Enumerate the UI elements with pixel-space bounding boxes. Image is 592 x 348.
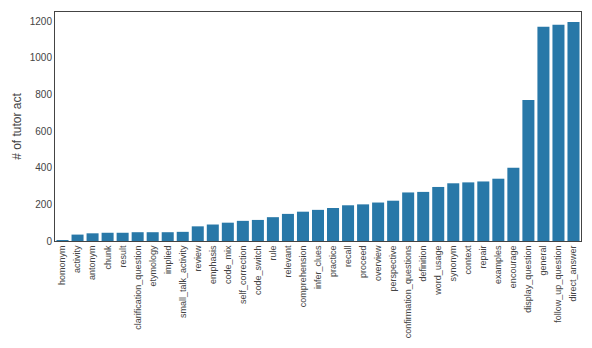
svg-text:small_talk_activity: small_talk_activity	[178, 245, 188, 318]
svg-text:examples: examples	[493, 245, 503, 284]
svg-text:etymology: etymology	[148, 245, 158, 287]
svg-text:relevant: relevant	[283, 245, 293, 278]
svg-text:# of tutor act: # of tutor act	[10, 92, 24, 159]
svg-text:code_mix: code_mix	[223, 245, 233, 284]
svg-text:word_usage: word_usage	[433, 246, 443, 296]
svg-text:200: 200	[35, 199, 52, 210]
svg-text:review: review	[193, 245, 203, 272]
svg-text:encourage: encourage	[508, 246, 518, 289]
svg-text:emphasis: emphasis	[208, 245, 218, 284]
svg-text:proceed: proceed	[358, 246, 368, 279]
svg-text:self_correction: self_correction	[238, 246, 248, 305]
svg-text:code_switch: code_switch	[253, 246, 263, 296]
svg-text:0: 0	[46, 236, 52, 247]
svg-text:definition: definition	[418, 246, 428, 282]
svg-text:comprehension: comprehension	[298, 246, 308, 308]
svg-text:antonym: antonym	[87, 246, 97, 281]
svg-text:1200: 1200	[30, 16, 53, 27]
svg-text:400: 400	[35, 162, 52, 173]
svg-text:infer_clues: infer_clues	[313, 245, 323, 289]
svg-text:rule: rule	[268, 246, 278, 261]
svg-text:direct_answer: direct_answer	[568, 246, 578, 302]
svg-text:follow_up_question: follow_up_question	[553, 246, 563, 323]
svg-text:repair: repair	[478, 246, 488, 269]
svg-text:display_question: display_question	[523, 246, 533, 313]
svg-text:overview: overview	[373, 245, 383, 281]
svg-text:context: context	[463, 245, 473, 275]
svg-text:chunk: chunk	[103, 245, 113, 270]
svg-text:synonym: synonym	[448, 246, 458, 282]
svg-text:activity: activity	[72, 245, 82, 273]
svg-text:1000: 1000	[30, 52, 53, 63]
svg-text:600: 600	[35, 126, 52, 137]
svg-text:general: general	[538, 246, 548, 276]
svg-text:800: 800	[35, 89, 52, 100]
svg-text:recall: recall	[343, 246, 353, 268]
svg-text:clarification_question: clarification_question	[133, 246, 143, 330]
svg-text:practice: practice	[328, 246, 338, 278]
svg-text:confirmation_questions: confirmation_questions	[403, 245, 413, 338]
svg-text:implied: implied	[163, 246, 173, 275]
svg-text:result: result	[118, 245, 128, 268]
svg-text:perspective: perspective	[388, 246, 398, 292]
svg-text:homonym: homonym	[57, 246, 67, 286]
